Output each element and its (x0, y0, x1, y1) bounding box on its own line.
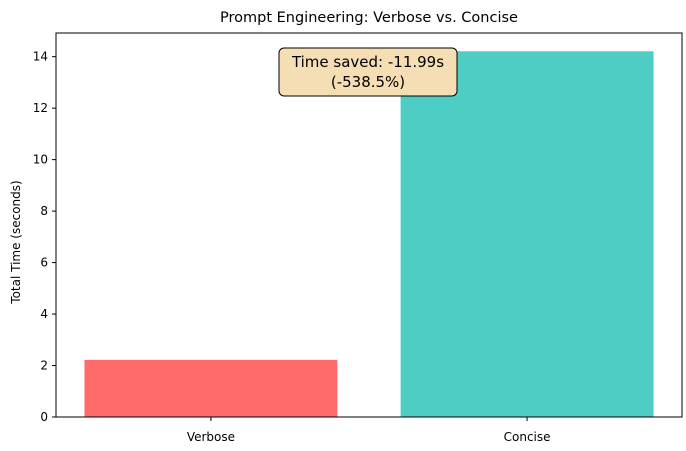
y-tick-label-0: 0 (40, 410, 48, 424)
y-tick-label-12: 12 (33, 101, 48, 115)
x-tick-label-concise: Concise (504, 430, 551, 444)
bar-concise (400, 51, 654, 417)
annotation-line-1: Time saved: -11.99s (291, 53, 444, 71)
x-axis-ticks: Verbose Concise (187, 417, 551, 444)
y-axis-label: Total Time (seconds) (9, 180, 23, 304)
annotation-box (278, 47, 458, 97)
time-saved-annotation: Time saved: -11.99s (-538.5%) (278, 47, 458, 97)
chart-title: Prompt Engineering: Verbose vs. Concise (220, 10, 518, 26)
plot-area-frame (55, 32, 683, 418)
bar-verbose (84, 359, 338, 417)
x-tick-label-verbose: Verbose (187, 430, 235, 444)
y-axis-ticks: 0 2 4 6 8 10 12 14 (33, 50, 56, 424)
annotation-line-2: (-538.5%) (331, 73, 405, 91)
y-tick-label-2: 2 (40, 359, 48, 373)
y-tick-label-10: 10 (33, 153, 48, 167)
bars-group (84, 51, 654, 417)
y-tick-label-6: 6 (40, 256, 48, 270)
y-tick-label-8: 8 (40, 204, 48, 218)
y-tick-label-14: 14 (33, 50, 48, 64)
y-tick-label-4: 4 (40, 307, 48, 321)
